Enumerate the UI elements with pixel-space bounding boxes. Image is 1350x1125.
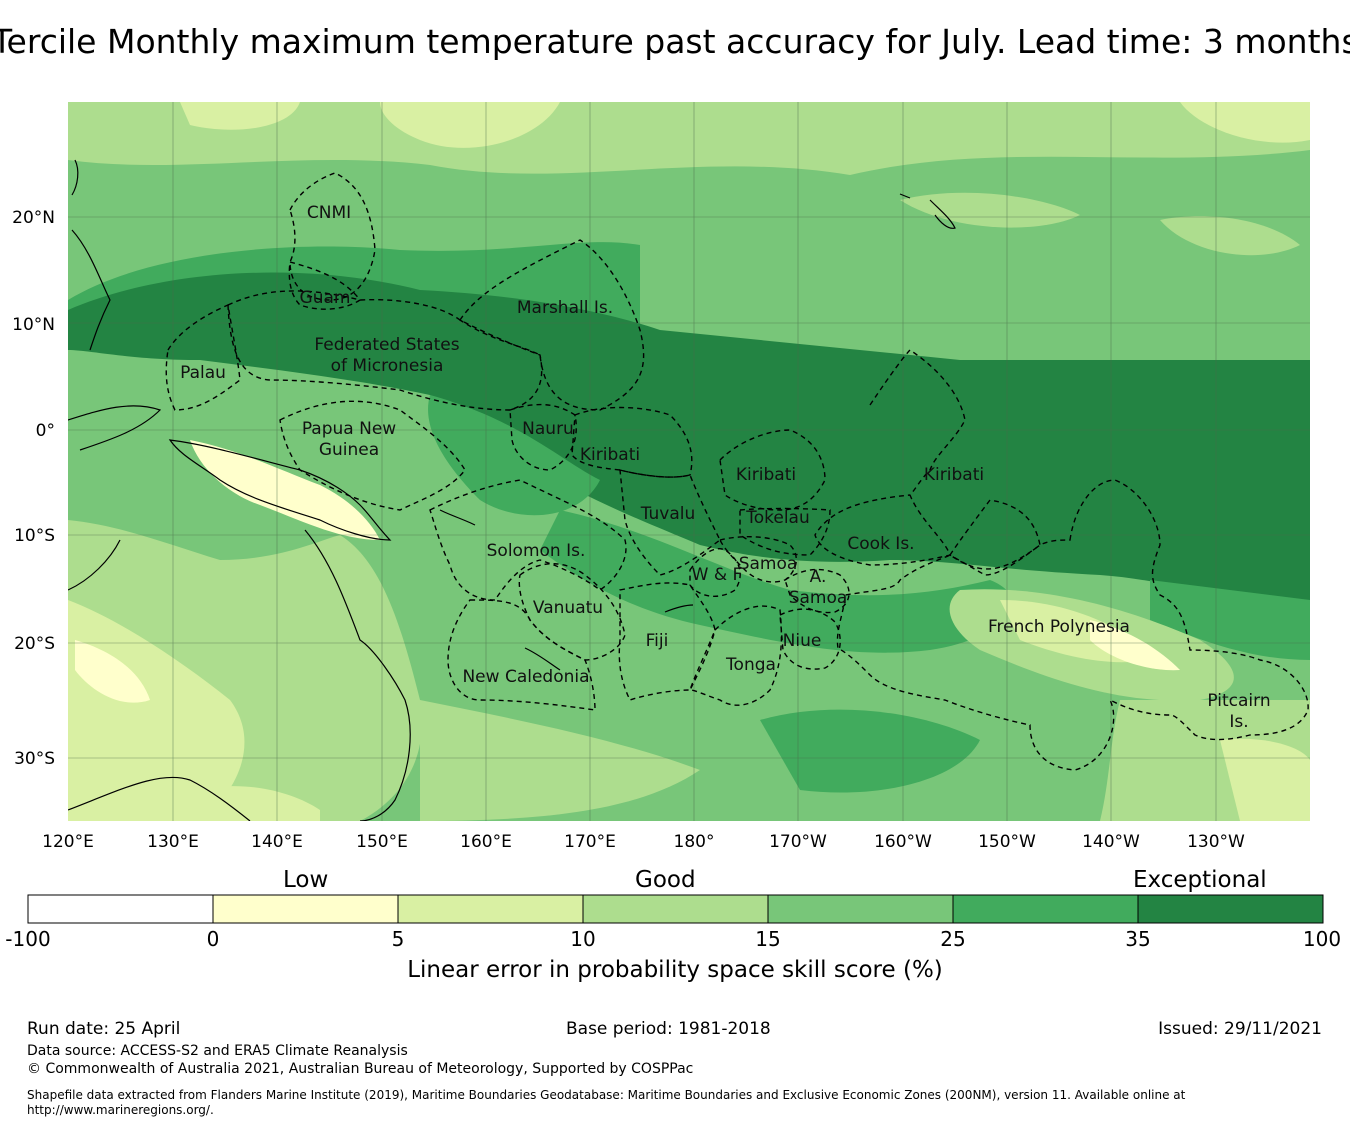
- region-label: Guam: [300, 288, 351, 308]
- region-label: Papua New: [302, 419, 396, 439]
- lon-tick-label: 160°W: [874, 832, 932, 852]
- region-label: Kiribati: [580, 445, 640, 465]
- lon-tick-label: 170°W: [769, 832, 827, 852]
- base-period: Base period: 1981-2018: [566, 1019, 771, 1039]
- colorbar-segment: [398, 895, 583, 923]
- lat-tick-label: 10°N: [12, 315, 55, 335]
- region-label: Kiribati: [924, 465, 984, 485]
- region-label: Solomon Is.: [487, 541, 586, 561]
- region-label: Tuvalu: [640, 504, 696, 524]
- coastlines: [68, 159, 956, 821]
- region-label: French Polynesia: [988, 617, 1130, 637]
- colorbar-tick: -100: [5, 927, 50, 951]
- colorbar-tick: 15: [755, 927, 780, 951]
- colorbar-category-exceptional: Exceptional: [1133, 867, 1267, 893]
- map-gridlines: [68, 102, 1310, 821]
- map-title: Tercile Monthly maximum temperature past…: [0, 22, 1350, 61]
- colorbar-tick: 25: [940, 927, 965, 951]
- colorbar-tick: 0: [207, 927, 220, 951]
- region-label: Fiji: [646, 631, 669, 651]
- colorbar-outline: [27, 894, 1324, 924]
- region-label: of Micronesia: [331, 356, 444, 376]
- lat-tick-label: 20°S: [14, 634, 55, 654]
- colorbar-segment: [28, 895, 213, 923]
- colorbar-segment: [583, 895, 768, 923]
- region-label: Samoa: [789, 588, 848, 608]
- region-label: Marshall Is.: [517, 298, 613, 318]
- region-label: Niue: [783, 631, 822, 651]
- eez-boundaries: [165, 172, 1309, 771]
- colorbar-title: Linear error in probability space skill …: [407, 957, 943, 983]
- lat-tick-label: 10°S: [14, 526, 55, 546]
- region-label: Tokelau: [745, 508, 810, 528]
- lon-tick-label: 170°E: [564, 832, 616, 852]
- eez-labels: CNMI Guam Marshall Is. Federated States …: [180, 203, 1271, 732]
- colorbar-segment: [213, 895, 398, 923]
- colorbar-tick: 100: [1303, 927, 1341, 951]
- lon-tick-label: 140°E: [251, 832, 303, 852]
- skill-field: [68, 102, 1310, 821]
- colorbar-tick: 10: [570, 927, 595, 951]
- region-label: Tonga: [725, 655, 776, 675]
- data-source: Data source: ACCESS-S2 and ERA5 Climate …: [27, 1043, 408, 1059]
- region-label: Samoa: [739, 554, 798, 574]
- region-label: Kiribati: [736, 465, 796, 485]
- region-label: Cook Is.: [847, 534, 914, 554]
- region-label: Pitcairn: [1207, 691, 1270, 711]
- issued-date: Issued: 29/11/2021: [1158, 1019, 1322, 1039]
- region-label: W & F: [692, 565, 743, 585]
- colorbar-segment: [768, 895, 953, 923]
- lat-tick-label: 30°S: [14, 749, 55, 769]
- lon-tick-label: 150°W: [978, 832, 1036, 852]
- region-label: A.: [810, 567, 827, 587]
- region-label: Nauru: [522, 419, 574, 439]
- region-label: Vanuatu: [533, 598, 603, 618]
- colorbar-segment: [1138, 895, 1323, 923]
- lon-tick-label: 140°W: [1082, 832, 1140, 852]
- colorbar-tick: 5: [392, 927, 405, 951]
- lon-tick-label: 130°E: [147, 832, 199, 852]
- region-label: CNMI: [307, 203, 351, 223]
- lat-tick-label: 0°: [36, 421, 55, 441]
- colorbar-dividers: [212, 895, 1139, 923]
- region-label: New Caledonia: [462, 667, 589, 687]
- lon-axis-labels: 120°E 130°E 140°E 150°E 160°E 170°E 180°…: [42, 832, 1245, 852]
- colorbar-segment: [953, 895, 1138, 923]
- colorbar-category-low: Low: [283, 867, 329, 893]
- lon-tick-label: 180°: [674, 832, 715, 852]
- lat-tick-label: 20°N: [12, 208, 55, 228]
- lon-tick-label: 150°E: [356, 832, 408, 852]
- lon-tick-label: 130°W: [1187, 832, 1245, 852]
- lon-tick-label: 120°E: [42, 832, 94, 852]
- colorbar: -100 0 5 10 15 25 35 100: [5, 894, 1341, 951]
- colorbar-category-good: Good: [635, 867, 696, 893]
- region-label: Palau: [180, 363, 226, 383]
- colorbar-tick: 35: [1125, 927, 1150, 951]
- region-label: Guinea: [319, 440, 379, 460]
- shapefile-credit: Shapefile data extracted from Flanders M…: [27, 1088, 1186, 1117]
- lat-axis-labels: 20°N 10°N 0° 10°S 20°S 30°S: [12, 208, 55, 769]
- run-date: Run date: 25 April: [27, 1019, 181, 1039]
- lon-tick-label: 160°E: [460, 832, 512, 852]
- region-label: Federated States: [314, 335, 459, 355]
- copyright: © Commonwealth of Australia 2021, Austra…: [27, 1061, 694, 1077]
- region-label: Is.: [1229, 712, 1248, 732]
